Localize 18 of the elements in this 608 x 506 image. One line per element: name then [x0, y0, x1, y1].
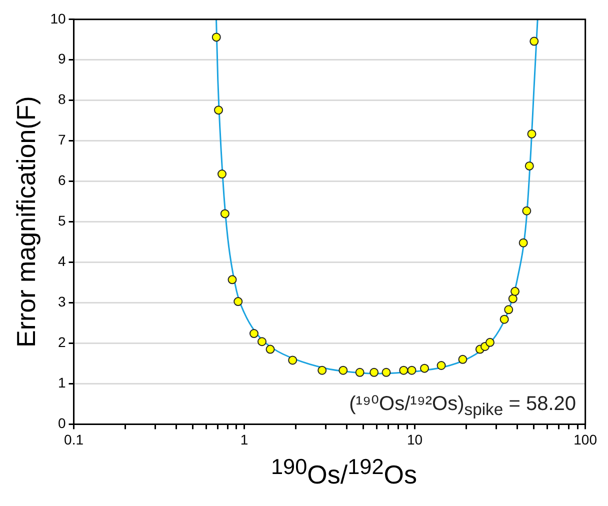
y-tick-label: 0: [58, 415, 66, 432]
y-tick-label: 5: [58, 212, 66, 229]
y-tick-label: 10: [50, 10, 66, 26]
y-axis-title: Error magnification(F): [10, 96, 41, 348]
x-tick-label: 10: [407, 431, 423, 448]
y-tick-label: 7: [58, 132, 66, 148]
y-tick-label: 2: [58, 334, 66, 350]
y-tick-label: 4: [58, 253, 66, 270]
x-axis-title: $^{190}$Os/$^{192}$Os: [270, 453, 418, 492]
x-tick-label: 1: [240, 431, 248, 448]
y-tick-label: 3: [58, 294, 66, 310]
annotation: (¹⁹⁰Os/¹⁹²Os)$_{spike}$ = 58.20: [349, 392, 576, 422]
y-tick-label: 1: [58, 374, 66, 391]
x-tick-label: 0.1: [64, 431, 84, 448]
y-tick-label: 9: [58, 50, 66, 67]
y-tick-label: 8: [58, 91, 66, 108]
x-tick-label: 100: [574, 431, 598, 448]
y-tick-label: 6: [58, 172, 66, 188]
